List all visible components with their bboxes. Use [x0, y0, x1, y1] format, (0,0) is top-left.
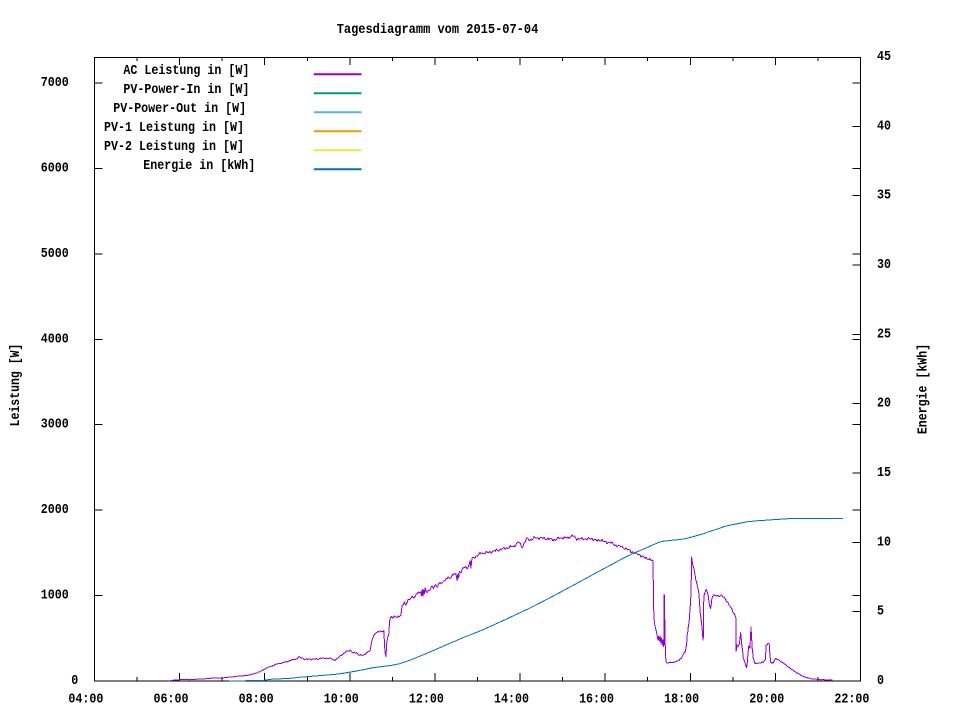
svg-text:20: 20	[877, 396, 891, 412]
svg-text:PV-Power-Out in [W]: PV-Power-Out in [W]	[113, 101, 246, 117]
svg-text:16:00: 16:00	[579, 691, 614, 707]
svg-text:Energie in [kWh]: Energie in [kWh]	[143, 158, 255, 174]
svg-text:15: 15	[877, 465, 891, 481]
svg-text:6000: 6000	[41, 160, 69, 176]
svg-text:40: 40	[877, 118, 891, 134]
svg-text:4000: 4000	[41, 331, 69, 347]
svg-text:7000: 7000	[41, 75, 69, 91]
svg-text:25: 25	[877, 326, 891, 342]
svg-text:PV-1 Leistung in [W]: PV-1 Leistung in [W]	[104, 120, 244, 136]
svg-text:0: 0	[71, 673, 78, 689]
svg-text:08:00: 08:00	[239, 691, 274, 707]
svg-text:10: 10	[877, 534, 891, 550]
svg-text:Tagesdiagramm vom 2015-07-04: Tagesdiagramm vom 2015-07-04	[337, 22, 539, 38]
svg-text:5000: 5000	[41, 246, 69, 262]
svg-text:04:00: 04:00	[68, 691, 103, 707]
svg-text:5: 5	[877, 604, 884, 620]
svg-text:Energie [kWh]: Energie [kWh]	[916, 344, 932, 434]
svg-text:PV-2 Leistung in [W]: PV-2 Leistung in [W]	[104, 139, 244, 155]
svg-text:30: 30	[877, 257, 891, 273]
svg-text:14:00: 14:00	[494, 691, 529, 707]
svg-text:22:00: 22:00	[834, 691, 869, 707]
svg-text:2000: 2000	[41, 502, 69, 518]
svg-text:AC Leistung in [W]: AC Leistung in [W]	[123, 63, 249, 79]
svg-text:06:00: 06:00	[154, 691, 189, 707]
svg-text:1000: 1000	[41, 588, 69, 604]
svg-text:35: 35	[877, 188, 891, 204]
svg-text:45: 45	[877, 49, 891, 65]
svg-text:18:00: 18:00	[664, 691, 699, 707]
svg-text:PV-Power-In in [W]: PV-Power-In in [W]	[123, 82, 249, 98]
svg-text:Leistung [W]: Leistung [W]	[8, 344, 24, 427]
svg-text:3000: 3000	[41, 417, 69, 433]
svg-text:10:00: 10:00	[324, 691, 359, 707]
svg-text:0: 0	[877, 673, 884, 689]
svg-text:12:00: 12:00	[409, 691, 444, 707]
svg-text:20:00: 20:00	[749, 691, 784, 707]
